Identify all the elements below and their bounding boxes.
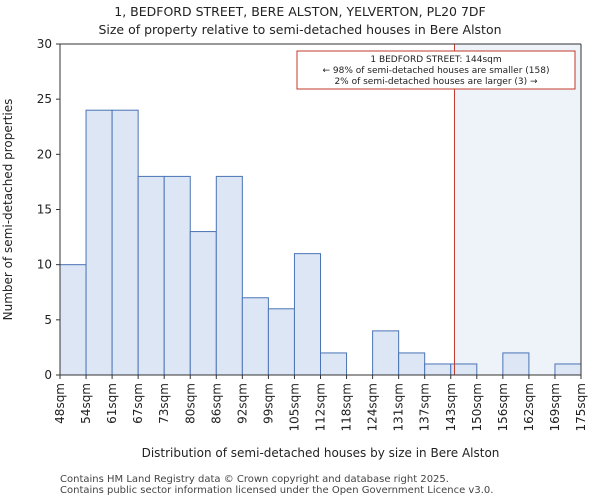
x-tick-label: 175sqm [574, 383, 588, 431]
x-tick-label: 162sqm [522, 383, 536, 431]
histogram-bar [320, 352, 348, 376]
chart-subtitle: Size of property relative to semi-detach… [98, 22, 502, 37]
annotation-line: ← 98% of semi-detached houses are smalle… [323, 66, 550, 76]
x-axis-label: Distribution of semi-detached houses by … [142, 446, 500, 460]
chart-title: 1, BEDFORD STREET, BERE ALSTON, YELVERTO… [114, 4, 486, 19]
annotation-box [296, 50, 576, 90]
histogram-bar [424, 363, 452, 376]
x-tick-label: 99sqm [261, 383, 275, 424]
larger-region-shade [454, 44, 581, 375]
histogram-bar [241, 297, 269, 376]
y-tick-label: 0 [44, 368, 52, 382]
y-tick-label: 15 [37, 203, 52, 217]
x-tick-label: 67sqm [131, 383, 145, 424]
x-tick-label: 73sqm [157, 383, 171, 424]
x-tick-label: 61sqm [105, 383, 119, 424]
annotation-line: 1 BEDFORD STREET: 144sqm [370, 55, 501, 65]
histogram-bar [372, 330, 400, 376]
histogram-bar [111, 109, 139, 376]
x-tick-label: 112sqm [314, 383, 328, 431]
histogram-bar [215, 175, 243, 376]
annotation-line: 2% of semi-detached houses are larger (3… [334, 77, 538, 87]
footer-licence: Contains public sector information licen… [60, 485, 494, 496]
x-tick-label: 54sqm [79, 383, 93, 424]
y-tick-label: 20 [37, 147, 52, 161]
x-tick-label: 131sqm [392, 383, 406, 431]
histogram-bar [293, 253, 322, 376]
x-tick-label: 80sqm [183, 383, 197, 424]
y-tick-label: 30 [37, 37, 52, 51]
x-tick-label: 124sqm [366, 383, 380, 431]
y-tick-label: 25 [37, 92, 52, 106]
histogram-bar [137, 175, 165, 376]
y-tick-label: 5 [44, 313, 52, 327]
histogram-bar [163, 175, 191, 376]
x-tick-label: 156sqm [496, 383, 510, 431]
histogram-bar [502, 352, 530, 376]
histogram-bar [554, 363, 582, 376]
x-tick-label: 118sqm [340, 383, 354, 431]
x-tick-label: 137sqm [418, 383, 432, 431]
x-tick-label: 48sqm [53, 383, 67, 424]
histogram-bar [85, 109, 113, 376]
histogram-bar [189, 231, 217, 376]
x-tick-label: 105sqm [287, 383, 301, 431]
x-tick-label: 86sqm [209, 383, 223, 424]
x-tick-label: 92sqm [235, 383, 249, 424]
histogram-bar [59, 264, 87, 376]
histogram-bar [398, 352, 426, 376]
x-tick-label: 143sqm [444, 383, 458, 431]
y-axis-label: Number of semi-detached properties [1, 99, 15, 321]
footer-copyright: Contains HM Land Registry data © Crown c… [60, 474, 449, 485]
x-tick-label: 150sqm [470, 383, 484, 431]
histogram-bar [267, 308, 295, 376]
y-tick-label: 10 [37, 258, 52, 272]
x-tick-label: 169sqm [548, 383, 562, 431]
